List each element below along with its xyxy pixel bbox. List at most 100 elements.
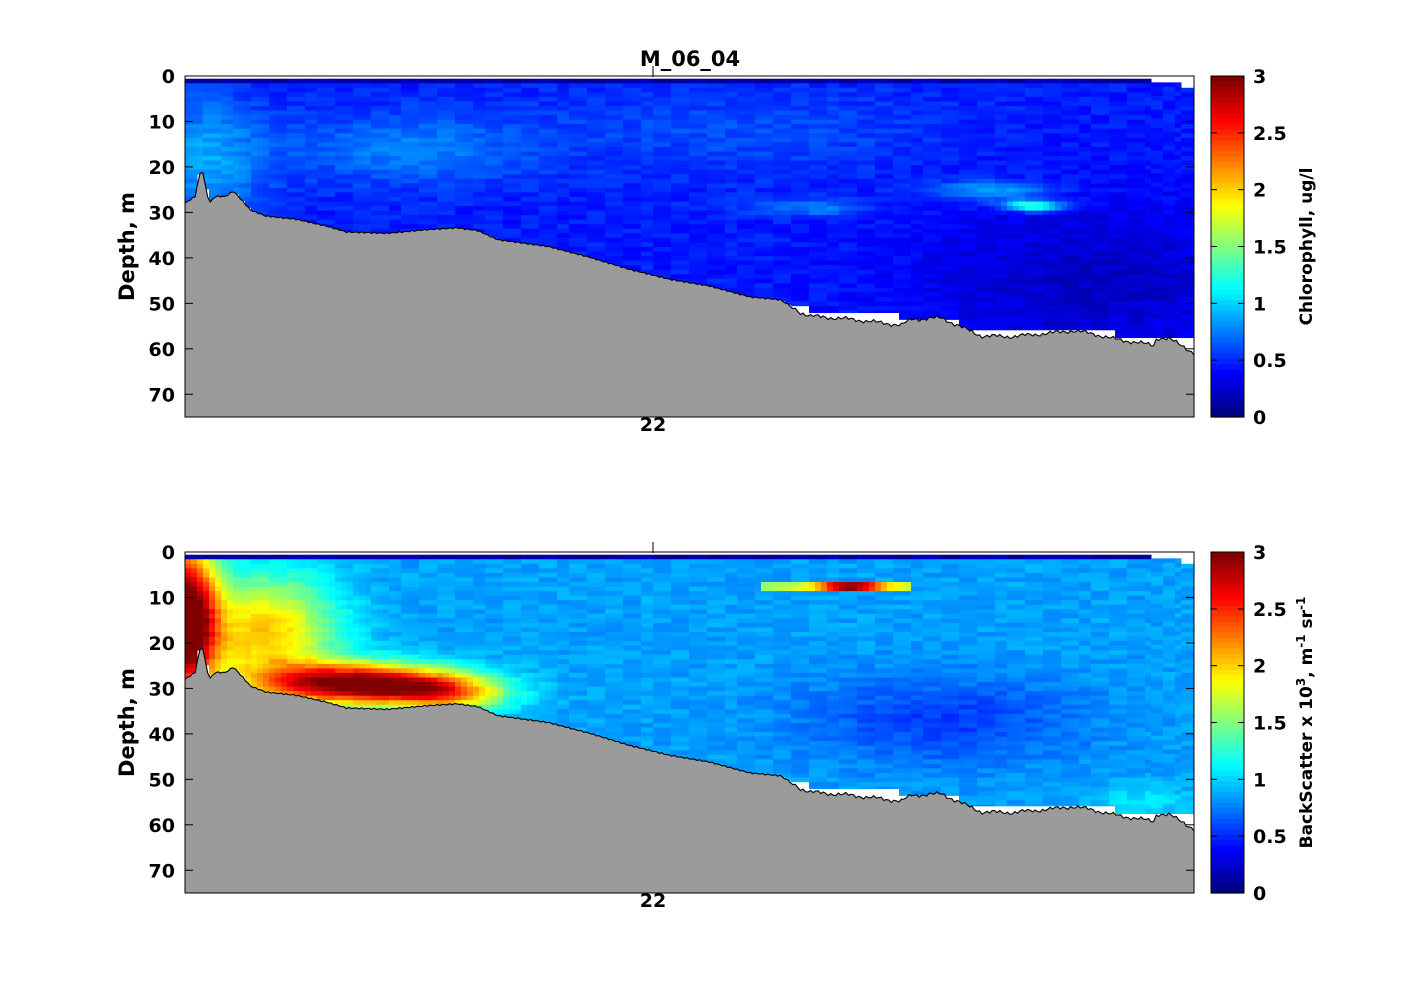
heatmap-cell bbox=[905, 196, 912, 203]
heatmap-cell bbox=[191, 169, 198, 175]
heatmap-cell bbox=[443, 78, 450, 84]
heatmap-cell bbox=[635, 187, 642, 193]
heatmap-cell bbox=[899, 101, 906, 107]
heatmap-cell bbox=[557, 233, 564, 239]
heatmap-cell bbox=[701, 156, 708, 162]
heatmap-cell bbox=[911, 110, 918, 116]
heatmap-cell bbox=[221, 78, 228, 84]
heatmap-cell bbox=[851, 178, 858, 184]
heatmap-cell bbox=[515, 87, 522, 93]
heatmap-cell bbox=[215, 165, 222, 171]
heatmap-cell bbox=[797, 146, 804, 153]
heatmap-cell bbox=[779, 292, 786, 298]
heatmap-cell bbox=[503, 83, 510, 89]
heatmap-cell bbox=[557, 78, 564, 84]
heatmap-cell bbox=[629, 96, 636, 103]
heatmap-cell bbox=[449, 101, 456, 107]
heatmap-cell bbox=[731, 210, 738, 216]
heatmap-cell bbox=[323, 133, 330, 139]
heatmap-cell bbox=[833, 301, 840, 307]
heatmap-cell bbox=[647, 178, 654, 184]
heatmap-cell bbox=[767, 292, 774, 298]
heatmap-cell bbox=[725, 151, 732, 157]
heatmap-cell bbox=[887, 287, 894, 294]
heatmap-cell bbox=[371, 115, 378, 121]
heatmap-cell bbox=[281, 210, 288, 216]
heatmap-cell bbox=[875, 251, 882, 257]
heatmap-cell bbox=[539, 192, 546, 198]
heatmap-cell bbox=[365, 228, 372, 234]
heatmap-cell bbox=[629, 242, 636, 248]
heatmap-cell bbox=[455, 101, 462, 107]
heatmap-cell bbox=[425, 133, 432, 139]
heatmap-cell bbox=[737, 219, 744, 225]
heatmap-cell bbox=[389, 201, 396, 207]
heatmap-cell bbox=[299, 178, 306, 184]
heatmap-cell bbox=[749, 106, 756, 112]
heatmap-cell bbox=[485, 169, 492, 175]
heatmap-cell bbox=[845, 115, 852, 121]
heatmap-cell bbox=[323, 128, 330, 134]
heatmap-cell bbox=[383, 146, 390, 153]
heatmap-cell bbox=[515, 142, 522, 148]
heatmap-cell bbox=[515, 106, 522, 112]
heatmap-cell bbox=[779, 165, 786, 171]
heatmap-cell bbox=[743, 292, 750, 297]
heatmap-cell bbox=[821, 287, 828, 294]
heatmap-cell bbox=[233, 92, 240, 98]
heatmap-cell bbox=[257, 160, 264, 166]
heatmap-cell bbox=[587, 237, 594, 244]
heatmap-cell bbox=[923, 106, 930, 112]
heatmap-cell bbox=[707, 260, 714, 266]
heatmap-cell bbox=[863, 124, 870, 130]
heatmap-cell bbox=[749, 160, 756, 166]
heatmap-cell bbox=[779, 201, 786, 207]
heatmap-cell bbox=[623, 187, 630, 193]
heatmap-cell bbox=[263, 174, 270, 180]
heatmap-cell bbox=[881, 192, 888, 198]
heatmap-cell bbox=[581, 128, 588, 134]
heatmap-cell bbox=[827, 210, 834, 216]
heatmap-cell bbox=[863, 101, 870, 107]
heatmap-cell bbox=[899, 196, 906, 203]
heatmap-cell bbox=[635, 251, 642, 257]
heatmap-cell bbox=[749, 246, 756, 253]
heatmap-cell bbox=[653, 83, 660, 89]
heatmap-cell bbox=[911, 83, 918, 89]
heatmap-cell bbox=[251, 151, 258, 157]
heatmap-cell bbox=[269, 106, 276, 112]
heatmap-cell bbox=[767, 165, 774, 171]
heatmap-cell bbox=[563, 92, 570, 98]
heatmap-cell bbox=[803, 83, 810, 89]
heatmap-cell bbox=[785, 287, 792, 294]
heatmap-cell bbox=[275, 96, 282, 103]
heatmap-cell bbox=[833, 246, 840, 253]
heatmap-cell bbox=[293, 133, 300, 139]
heatmap-cell bbox=[425, 83, 432, 89]
heatmap-cell bbox=[815, 210, 822, 216]
heatmap-cell bbox=[839, 160, 846, 166]
heatmap-cell bbox=[923, 137, 930, 143]
heatmap-cell bbox=[407, 169, 414, 175]
heatmap-cell bbox=[515, 206, 522, 212]
heatmap-cell bbox=[689, 183, 696, 189]
heatmap-cell bbox=[851, 296, 858, 303]
heatmap-cell bbox=[257, 151, 264, 157]
heatmap-cell bbox=[713, 274, 720, 280]
heatmap-cell bbox=[335, 219, 342, 225]
heatmap-cell bbox=[803, 210, 810, 216]
heatmap-cell bbox=[359, 110, 366, 116]
heatmap-cell bbox=[887, 142, 894, 148]
heatmap-cell bbox=[311, 196, 318, 203]
heatmap-cell bbox=[539, 183, 546, 189]
heatmap-cell bbox=[671, 242, 678, 248]
heatmap-cell bbox=[389, 110, 396, 116]
heatmap-cell bbox=[695, 242, 702, 248]
heatmap-cell bbox=[371, 160, 378, 166]
heatmap-cell bbox=[623, 242, 630, 248]
heatmap-cell bbox=[863, 224, 870, 230]
heatmap-cell bbox=[635, 210, 642, 216]
heatmap-cell bbox=[647, 242, 654, 248]
heatmap-cell bbox=[359, 196, 366, 203]
heatmap-cell bbox=[701, 210, 708, 216]
